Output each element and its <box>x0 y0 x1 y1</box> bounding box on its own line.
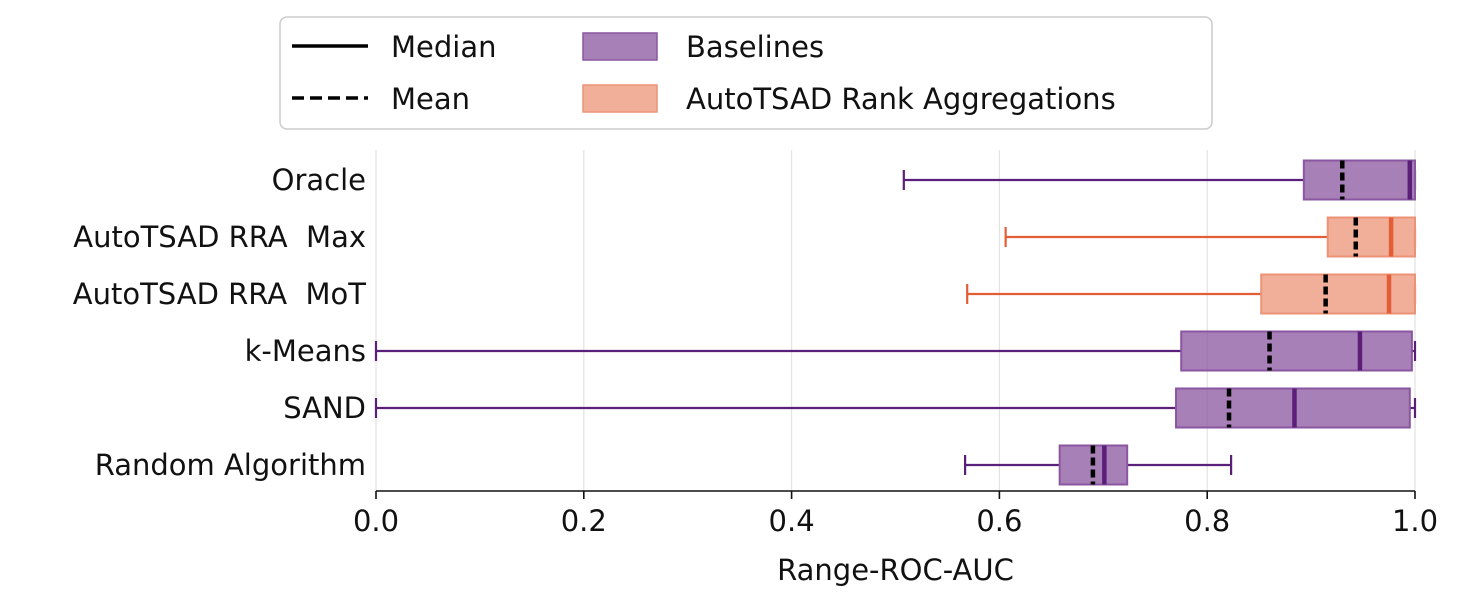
box-iqr <box>1302 159 1417 201</box>
box-random-algorithm <box>964 444 1233 486</box>
legend: Median Mean Baselines AutoTSAD Rank Aggr… <box>279 16 1213 130</box>
box-iqr <box>1326 216 1416 258</box>
box-iqr <box>1180 330 1413 372</box>
x-axis: 0.0 0.2 0.4 0.6 0.8 1.0 <box>353 490 1438 538</box>
legend-swatch-baselines <box>582 32 658 61</box>
box-oracle <box>902 159 1417 201</box>
box-autotsad-rra-max <box>1004 216 1417 258</box>
x-tick-label: 0.6 <box>976 504 1022 538</box>
category-label: k-Means <box>245 334 366 368</box>
category-labels: Oracle AutoTSAD RRA Max AutoTSAD RRA MoT k-… <box>73 163 367 482</box>
category-label: Random Algorithm <box>95 448 366 482</box>
x-tick-label: 0.2 <box>561 504 607 538</box>
legend-autotsad-label: AutoTSAD Rank Aggregations <box>686 82 1116 116</box>
x-tick-label: 0.4 <box>769 504 815 538</box>
category-label: SAND <box>283 391 366 425</box>
box-k-means <box>374 330 1417 372</box>
legend-mean-label: Mean <box>391 82 470 116</box>
x-tick-label: 0.8 <box>1184 504 1230 538</box>
legend-median-label: Median <box>391 30 496 64</box>
category-label: AutoTSAD RRA Max <box>73 220 366 254</box>
category-label: Oracle <box>272 163 366 197</box>
box-series <box>374 159 1417 486</box>
x-axis-title: Range-ROC-AUC <box>777 553 1014 587</box>
x-tick-label: 0.0 <box>353 504 399 538</box>
category-label: AutoTSAD RRA MoT <box>73 277 367 311</box>
legend-frame <box>279 16 1213 130</box>
box-sand <box>374 387 1417 429</box>
x-tick-label: 1.0 <box>1392 504 1438 538</box>
legend-baselines-label: Baselines <box>686 30 824 64</box>
legend-swatch-autotsad <box>582 84 658 113</box>
grid-lines <box>375 150 1416 491</box>
box-autotsad-rra-mot <box>966 273 1417 315</box>
box-iqr <box>1260 273 1417 315</box>
